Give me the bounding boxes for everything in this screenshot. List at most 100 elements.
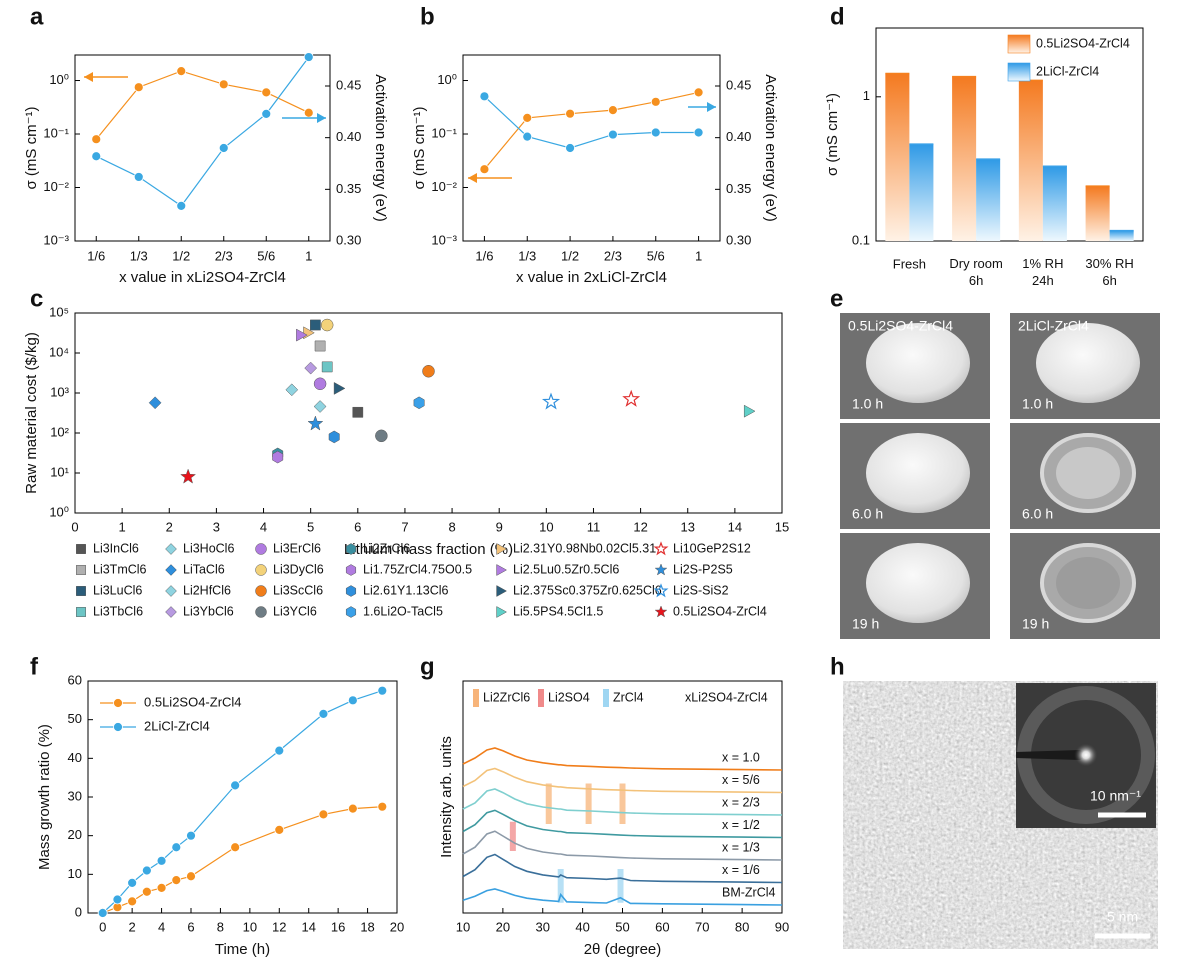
data-point: [650, 127, 661, 138]
x-tick-label: 40: [575, 919, 589, 934]
tick-line: 6h: [1102, 273, 1116, 288]
data-point: [375, 429, 388, 443]
legend-marker: [496, 585, 508, 597]
data-point: [352, 406, 364, 418]
reference-line: [619, 783, 626, 824]
tick-line: 6h: [969, 273, 983, 288]
legend-marker: [496, 564, 508, 576]
x-tick-label: 1: [119, 519, 126, 534]
data-point: [608, 129, 618, 140]
x-tick-label: 6: [187, 919, 194, 934]
data-point: [304, 361, 318, 375]
data-point: [97, 908, 108, 918]
data-point: [565, 143, 575, 153]
y-axis-label: Mass growth ratio (%): [36, 724, 53, 870]
x-tick-label: 1% RH 24h: [1022, 256, 1063, 288]
legend-swatch: [538, 689, 544, 707]
data-point: [303, 52, 314, 62]
data-point: [377, 685, 388, 696]
x-axis-label: Time (h): [215, 941, 270, 958]
data-point: [541, 392, 561, 410]
plot-frame: [462, 54, 721, 242]
x-tick-label: 0: [99, 919, 106, 934]
data-point: [307, 415, 324, 431]
data-point: [261, 109, 272, 119]
legend-marker: [255, 585, 267, 597]
bar: [1018, 80, 1043, 242]
legend-label: Li2.31Y0.98Nb0.02Cl5.31: [513, 541, 656, 555]
x-tick-label: 20: [390, 919, 404, 934]
bar: [952, 76, 977, 241]
powder: [866, 323, 970, 403]
x-tick-label: 7: [401, 519, 408, 534]
series-line: [483, 91, 699, 170]
trace-label: x = 1/2: [722, 818, 760, 832]
y-axis-label: σ (mS cm⁻¹): [23, 107, 40, 190]
data-point: [171, 842, 182, 853]
y2-tick-label: 0.35: [336, 181, 361, 196]
legend-label: Li2.61Y1.13Cl6: [363, 583, 449, 597]
trace-label: x = 1.0: [722, 750, 760, 764]
legend-label: Li2.375Sc0.375Zr0.625Cl6: [513, 583, 662, 597]
x-tick-label: 30: [536, 919, 550, 934]
tick-line: 24h: [1032, 273, 1054, 288]
data-point: [303, 107, 314, 118]
legend-marker: [496, 606, 508, 618]
x-tick-label: 6: [354, 519, 361, 534]
data-point: [608, 105, 618, 115]
y-tick-label: 10⁻¹: [43, 125, 69, 140]
legend-marker: [76, 544, 86, 554]
photo-time: 6.0 h: [852, 506, 883, 522]
legend-swatch: [603, 689, 609, 707]
x-tick-label: 1/2: [172, 248, 190, 263]
y-tick-label: 10⁻¹: [431, 125, 457, 140]
reference-line: [557, 869, 564, 903]
legend-marker: [165, 564, 177, 576]
series-line: [96, 56, 310, 207]
data-point: [522, 131, 533, 142]
legend-marker: [76, 565, 86, 575]
legend-label: Li5.5PS4.5Cl1.5: [513, 604, 603, 618]
x-tick-label: 1/6: [87, 248, 105, 263]
saed-center: [1074, 743, 1098, 767]
y-tick-label: 10⁻²: [431, 179, 457, 194]
x-tick-label: 9: [496, 519, 503, 534]
data-point: [218, 79, 229, 90]
legend-label: ZrCl4: [613, 690, 644, 704]
data-point: [186, 830, 196, 841]
data-point: [272, 450, 284, 464]
trace: [462, 809, 783, 839]
data-point: [180, 468, 197, 484]
data-point: [91, 134, 102, 145]
data-point: [127, 896, 138, 907]
y2-tick-label: 0.30: [726, 232, 751, 247]
legend-swatch: [1007, 34, 1031, 54]
x-tick-label: 18: [360, 919, 374, 934]
legend-marker: [165, 585, 177, 597]
data-point: [176, 200, 187, 211]
y-tick-label: 10⁻³: [43, 232, 69, 247]
x-tick-label: 50: [615, 919, 629, 934]
series-line: [102, 806, 383, 914]
trace: [462, 788, 783, 816]
legend-label: Li3YbCl6: [183, 604, 234, 618]
data-point: [479, 164, 490, 175]
y-tick-label: 10¹: [50, 464, 69, 479]
data-point: [274, 824, 285, 835]
y2-tick-label: 0.40: [726, 129, 751, 144]
data-point: [148, 396, 162, 410]
arrow-head: [84, 72, 93, 82]
y-tick-label: 10⁻³: [431, 232, 457, 247]
legend-marker: [653, 583, 669, 598]
y2-tick-label: 0.45: [336, 77, 361, 92]
panel-label: b: [420, 3, 435, 30]
data-point: [141, 865, 152, 876]
y-tick-label: 0.1: [852, 232, 870, 247]
data-point: [650, 96, 661, 107]
y-axis-label: Intensity arb. units: [438, 736, 455, 858]
x-tick-label: 2/3: [604, 248, 622, 263]
y-axis-label: σ (mS cm⁻¹): [411, 107, 428, 190]
x-tick-label: 11: [587, 519, 601, 534]
legend-marker: [165, 543, 177, 555]
